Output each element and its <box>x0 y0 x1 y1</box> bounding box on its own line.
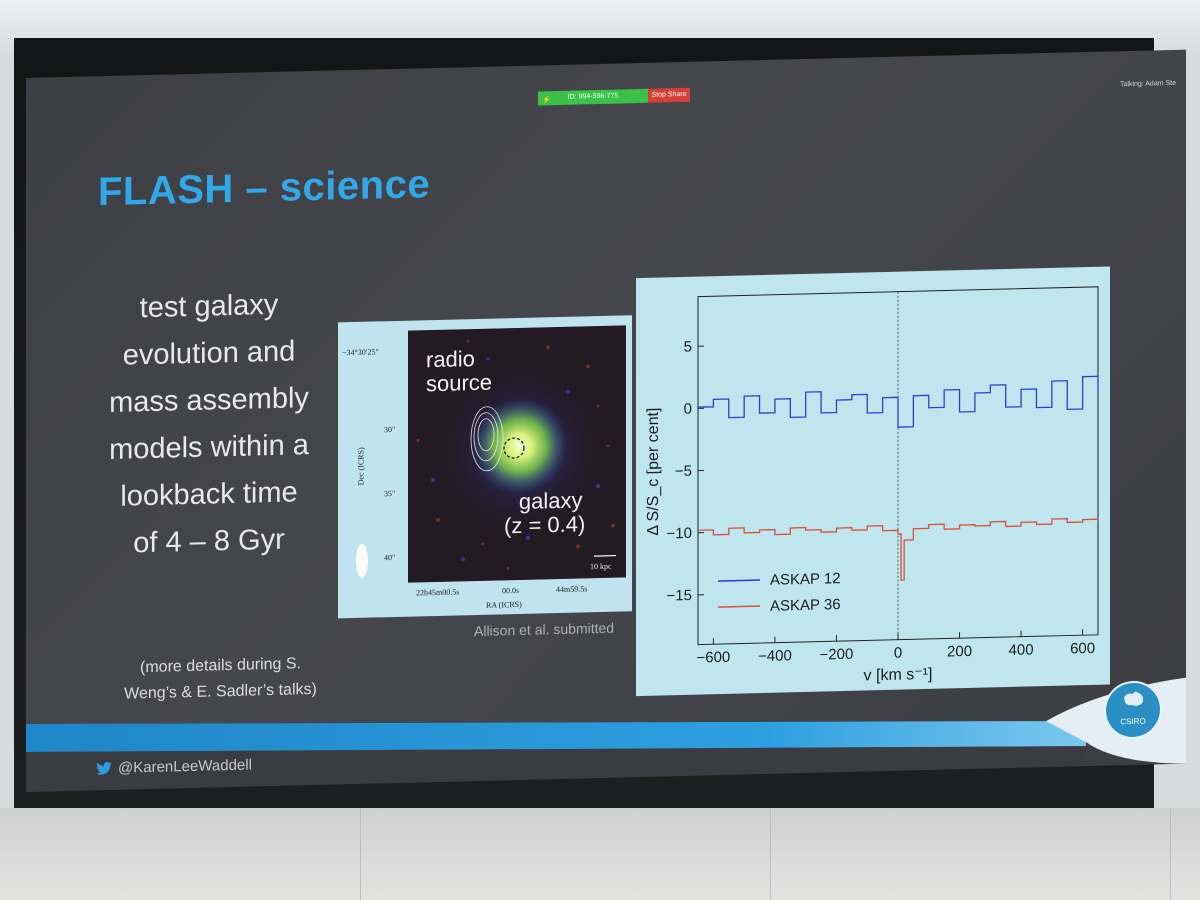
ra-tick: 00.0s <box>502 585 520 596</box>
x-tick-label: −400 <box>758 647 792 665</box>
presentation-slide: ⚡ ID: 994-596-775 Stop Share Talking: Ad… <box>26 49 1186 793</box>
spectrum-plot-panel: −600 −400 −200 0 200 400 600 5 0 −5 −10 −15 v [km s⁻… <box>636 266 1110 697</box>
ra-axis-label: RA (ICRS) <box>486 599 522 610</box>
dec-axis-label: Dec (ICRS) <box>356 447 366 486</box>
galaxy-label: galaxy (z = 0.4) <box>504 487 586 539</box>
x-tick-label: 400 <box>1009 641 1034 659</box>
csiro-logo: CSIRO <box>1106 682 1160 738</box>
x-tick-label: −200 <box>820 646 854 664</box>
body-line: of 4 – 8 Gyr <box>133 523 285 560</box>
body-line: models within a <box>109 429 309 466</box>
body-line: mass assembly <box>109 382 309 419</box>
x-tick-label: 200 <box>947 643 972 661</box>
radio-optical-overlay-image: radio source galaxy (z = 0.4) 10 kpc <box>408 325 626 583</box>
x-tick-label: −600 <box>696 649 730 667</box>
zoom-share-bar: ⚡ ID: 994-596-775 Stop Share <box>538 87 690 106</box>
signal-icon: ⚡ <box>542 97 551 105</box>
twitter-bird-icon <box>96 762 112 775</box>
dec-tick: 35″ <box>384 488 396 499</box>
y-tick-label: −10 <box>667 525 692 543</box>
x-tick-label: 600 <box>1070 640 1095 658</box>
dec-tick: 40″ <box>384 552 396 563</box>
body-line: lookback time <box>120 476 298 513</box>
dec-tick: −34°30′25″ <box>342 347 379 358</box>
twitter-handle: @KarenLeeWaddell <box>96 756 252 777</box>
ra-tick: 44m59.5s <box>556 584 588 595</box>
dec-tick: 30″ <box>384 424 396 435</box>
body-line: evolution and <box>122 335 296 372</box>
stop-share-button[interactable]: Stop Share <box>648 87 690 103</box>
beam-ellipse <box>356 543 368 578</box>
y-axis-label: Δ S/S_c [per cent] <box>645 407 662 535</box>
slide-body-text: test galaxy evolution and mass assembly … <box>84 280 334 568</box>
legend-swatch <box>718 605 760 608</box>
legend-swatch <box>718 579 760 582</box>
y-tick-label: 0 <box>684 401 692 418</box>
legend-label: ASKAP 36 <box>770 596 841 615</box>
australia-map-icon <box>1124 691 1144 706</box>
spectrum-chart: −600 −400 −200 0 200 400 600 5 0 −5 −10 −15 v [km s⁻… <box>645 286 1099 685</box>
y-tick-label: 5 <box>684 338 692 355</box>
legend-label: ASKAP 12 <box>770 570 841 589</box>
figure-caption: Allison et al. submitted <box>474 619 615 640</box>
galaxy-image-graphic <box>408 325 626 583</box>
scale-bar-label: 10 kpc <box>590 561 612 572</box>
radio-source-label: radio source <box>426 346 493 397</box>
x-axis-label: v [km s⁻¹] <box>864 666 933 685</box>
meeting-id-badge[interactable]: ⚡ ID: 994-596-775 <box>538 88 648 106</box>
slide-title: FLASH – science <box>98 162 431 215</box>
y-tick-label: −15 <box>667 587 692 605</box>
x-tick-label: 0 <box>894 645 902 662</box>
talking-indicator: Talking: Adam Ste <box>1119 79 1176 89</box>
ra-tick: 22h45m00.5s <box>416 587 460 598</box>
galaxy-image-panel: −34°30′25″ 30″ 35″ 40″ Dec (ICRS) 22h45m… <box>338 315 632 619</box>
wall-bottom <box>0 808 1200 900</box>
y-tick-label: −5 <box>675 463 692 480</box>
series-line-1 <box>698 518 1099 581</box>
body-line: test galaxy <box>139 288 279 325</box>
series-line-0 <box>698 375 1099 428</box>
